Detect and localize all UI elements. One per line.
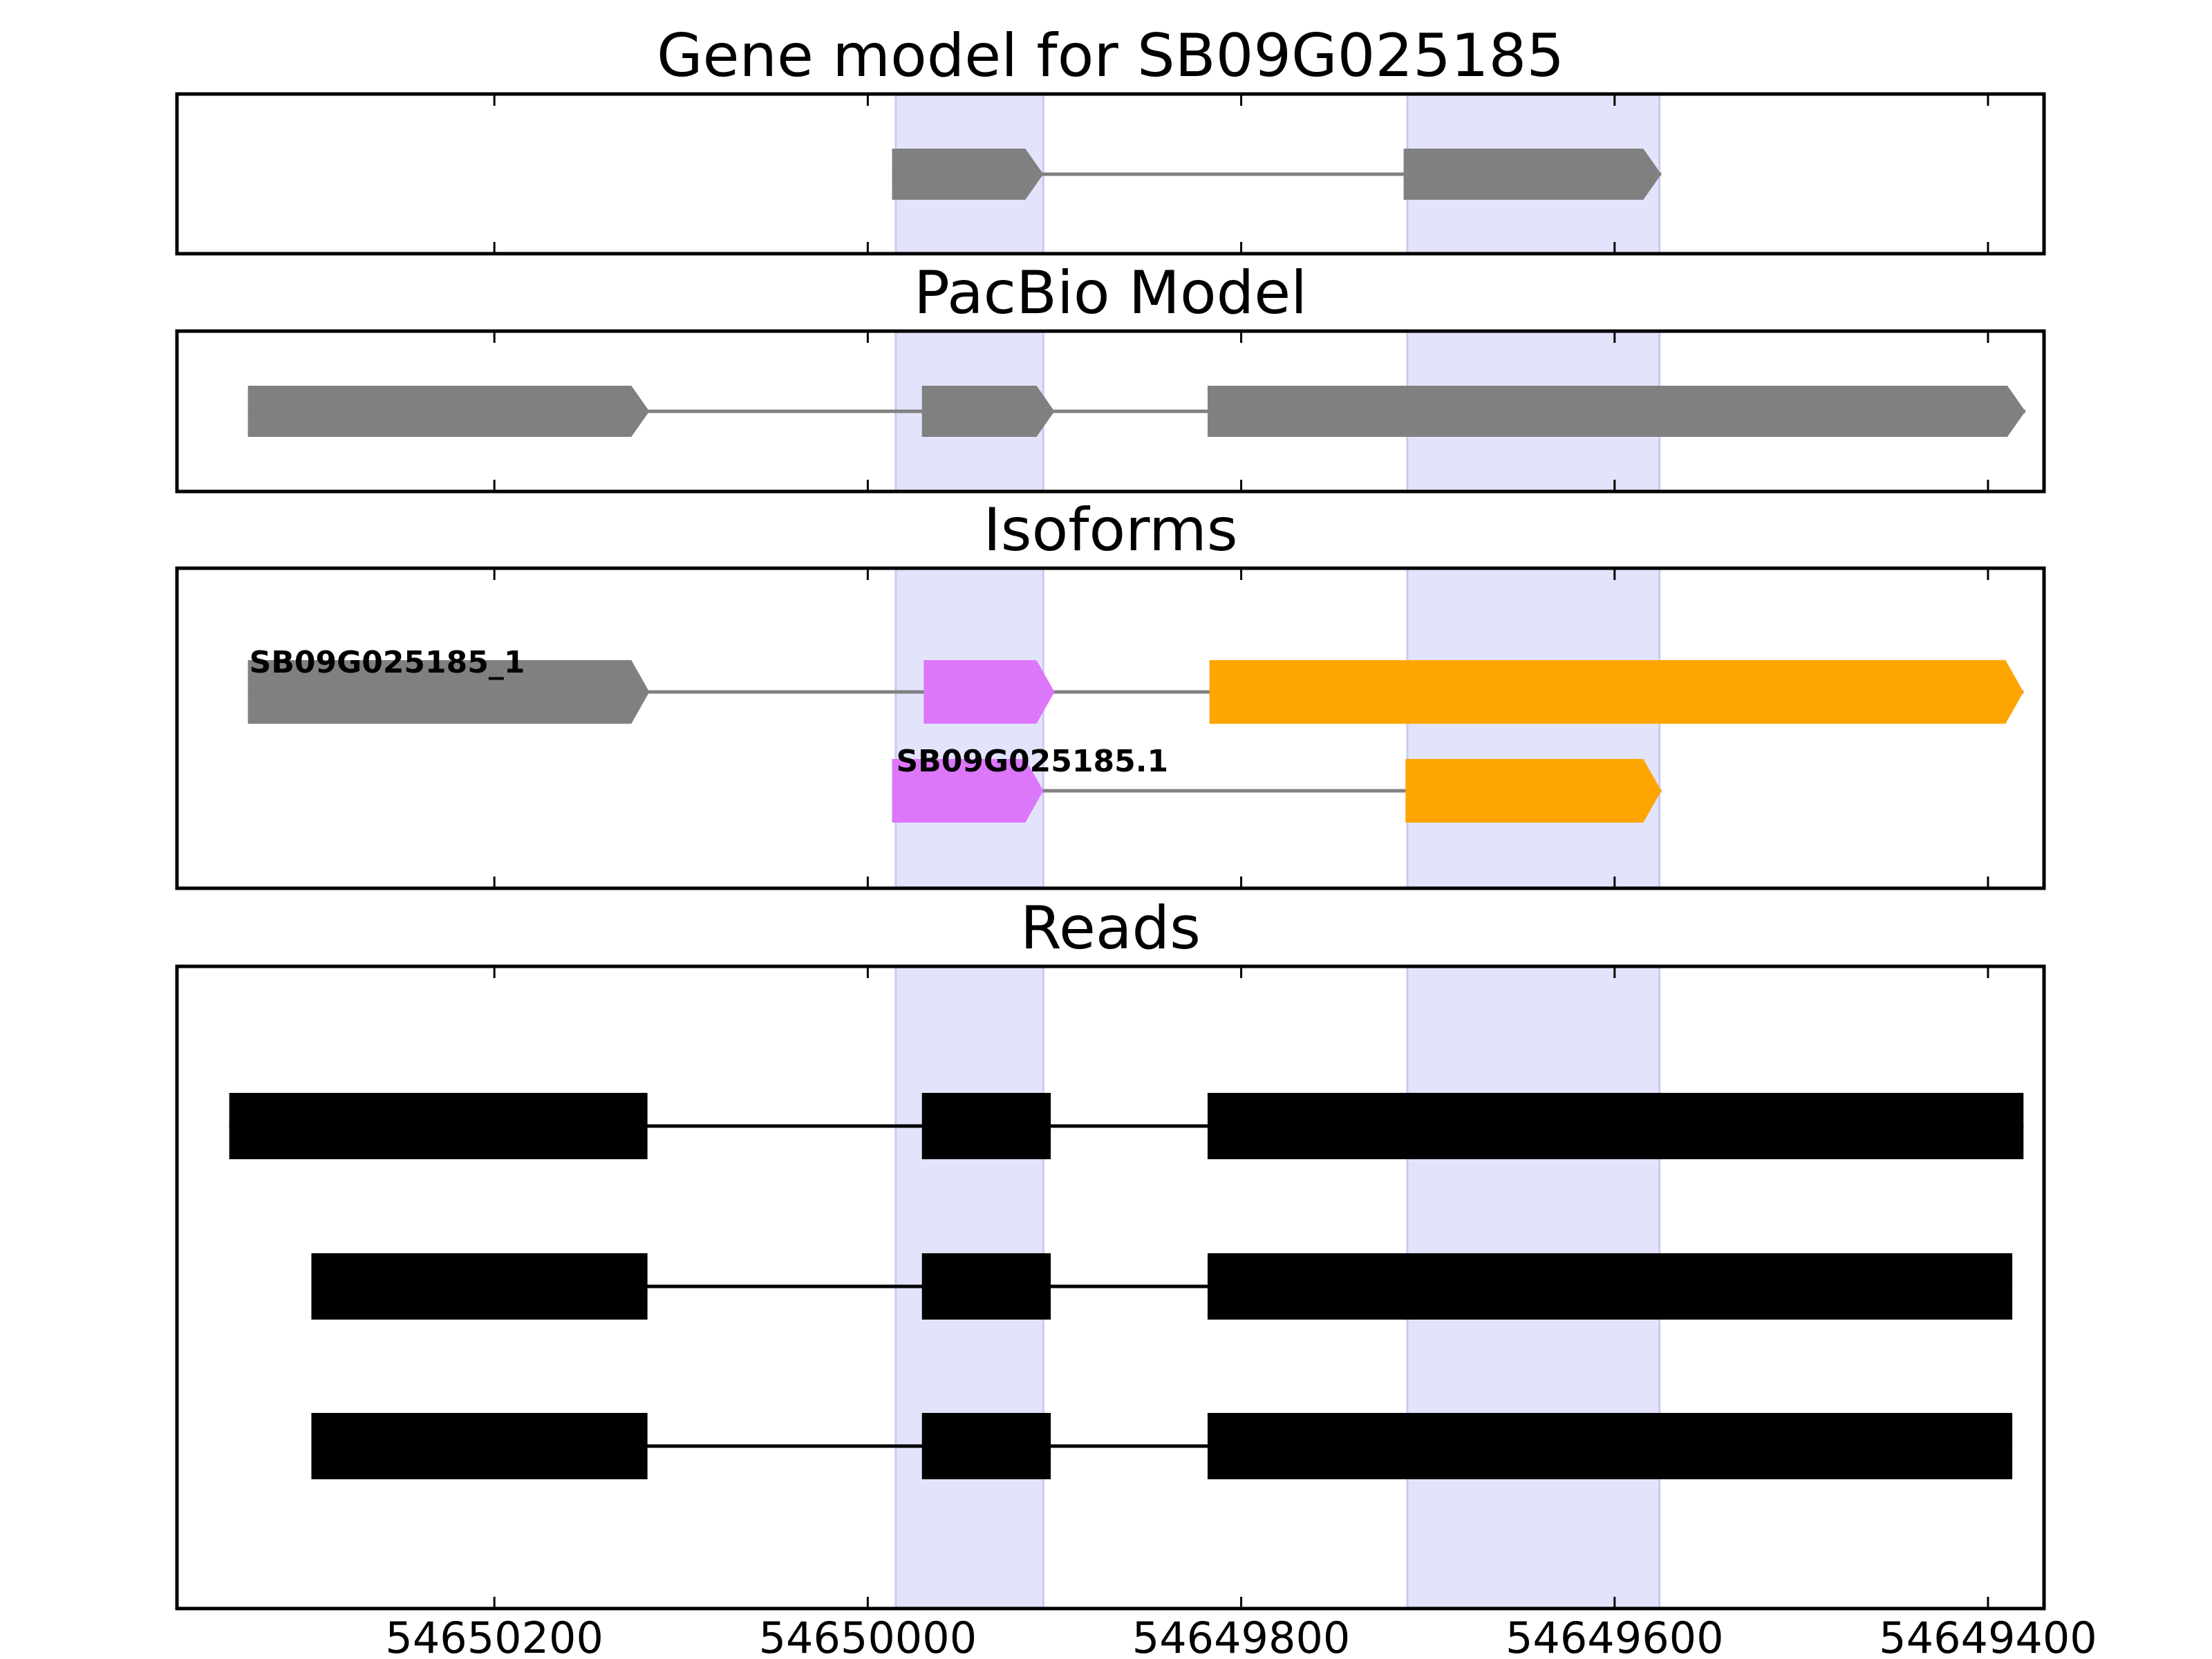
content-layer (229, 149, 2025, 1479)
read-3-exon-1 (311, 1413, 648, 1479)
pacbio-row-1-exon-3 (1207, 386, 2025, 437)
x-tick-label-2: 54650000 (759, 1613, 977, 1659)
x-tick-label-4: 54649600 (1506, 1613, 1724, 1659)
highlight-region-isoforms-1 (894, 567, 1044, 890)
read-1-exon-3 (1207, 1093, 2024, 1159)
pacbio-panel-frame (175, 329, 2046, 494)
frame-layer (175, 92, 2046, 1611)
read-3-exon-2 (921, 1413, 1051, 1479)
highlight-region-isoforms-2 (1406, 567, 1661, 890)
read-1-exon-1 (229, 1093, 648, 1159)
gene_model-row-1-exon-1 (892, 149, 1044, 200)
x-tick-label-5: 54649400 (1879, 1613, 2097, 1659)
read-3-exon-3 (1207, 1413, 2013, 1479)
isoform-label-2: SB09G025185.1 (896, 744, 1168, 779)
text-layer: Gene model for SB09G025185 PacBio Model SB… (250, 21, 2097, 1659)
gene_model-panel-title: Gene model for SB09G025185 (657, 21, 1564, 91)
isoforms-row-1-exon-3 (1209, 660, 2024, 724)
x-tick-label-1: 54650200 (385, 1613, 603, 1659)
isoforms-row-2-exon-2 (1405, 759, 1662, 823)
pacbio-panel-title: PacBio Model (914, 259, 1307, 328)
isoforms-row-1-exon-2 (924, 660, 1055, 724)
pacbio-row-1-exon-2 (921, 386, 1055, 437)
isoforms-row-1-exon-1 (247, 660, 650, 724)
pacbio-row-1-exon-1 (247, 386, 650, 437)
isoforms-panel-title: Isoforms (983, 496, 1237, 565)
isoforms-row-2-exon-1 (892, 759, 1044, 823)
gene_model-row-1-exon-2 (1403, 149, 1662, 200)
gene_model-panel-frame (175, 92, 2046, 256)
read-2-exon-1 (311, 1253, 648, 1320)
read-2-exon-2 (921, 1253, 1051, 1320)
read-2-exon-3 (1207, 1253, 2013, 1320)
x-tick-label-3: 54649800 (1132, 1613, 1351, 1659)
isoform-label-1: SB09G025185_1 (250, 645, 525, 680)
isoforms-panel-frame (175, 566, 2046, 890)
reads-panel-frame (175, 964, 2046, 1611)
read-1-exon-2 (921, 1093, 1051, 1159)
reads-panel-title: Reads (1020, 894, 1201, 963)
